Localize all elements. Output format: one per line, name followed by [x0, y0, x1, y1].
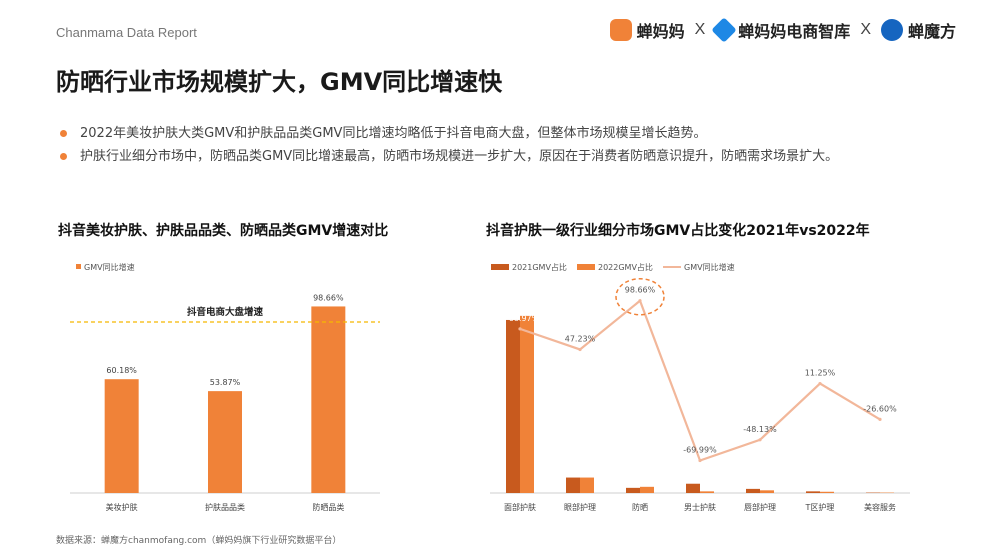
logo-separator: X	[694, 21, 706, 38]
chanmama-logo-text: 蝉妈妈	[636, 22, 685, 41]
bar-2022-防晒	[640, 486, 654, 493]
chanmama-logo-icon	[609, 19, 632, 41]
growth-value-label: -69.99%	[683, 446, 717, 455]
summary-bullets: 2022年美妆护肤大类GMV和护肤品品类GMV同比增速均略低于抖音电商大盘，但整…	[60, 122, 838, 168]
bar-2022-T区护理	[820, 491, 834, 493]
growth-point	[578, 347, 582, 352]
x-tick-label: 美容服务	[864, 502, 896, 512]
legend-label: GMV同比增速	[84, 262, 135, 272]
legend-label: GMV同比增速	[684, 262, 735, 272]
legend-swatch-2021	[491, 264, 509, 270]
growth-value-label: 98.66%	[625, 286, 656, 295]
bar-防晒品类	[311, 306, 346, 493]
growth-point	[638, 299, 642, 303]
legend-swatch	[76, 264, 81, 269]
bar-2022-男士护肤	[700, 491, 714, 493]
reference-line-label: 抖音电商大盘增速	[187, 306, 264, 318]
highlight-circle	[615, 277, 665, 316]
logo-separator: X	[860, 21, 871, 38]
zhiku-logo-icon	[711, 17, 738, 43]
growth-point	[698, 458, 702, 463]
growth-value-label: 68.97%	[509, 314, 540, 323]
bar-value-label: 60.18%	[106, 366, 137, 375]
partner-logos: 蝉妈妈 X 蝉妈妈电商智库 X 蝉魔方	[609, 17, 956, 43]
bar-2021-男士护肤	[686, 483, 700, 493]
bullet-item: 护肤行业细分市场中，防晒品类GMV同比增速最高，防晒市场规模进一步扩大，原因在于…	[60, 145, 838, 168]
bar-value-label: 53.87%	[210, 378, 241, 387]
data-source-footer: 数据来源：蝉魔方chanmofang.com（蝉妈妈旗下行业研究数据平台）	[56, 536, 342, 546]
right-chart-title: 抖音护肤一级行业细分市场GMV占比变化2021年vs2022年	[486, 223, 870, 239]
legend-label: 2022GMV占比	[598, 262, 653, 272]
bar-2022-唇部护理	[760, 490, 774, 493]
chanmama-logo: 蝉妈妈	[609, 18, 685, 42]
left-bar-chart: GMV同比增速 60.18% 美妆护肤 53.87% 护肤品品类 98.66% 防晒品类 抖音…	[70, 262, 380, 512]
bar-2022-眼部护理	[580, 477, 594, 493]
bar-美妆护肤	[104, 379, 139, 493]
growth-value-label: -26.60%	[863, 404, 897, 413]
bar-2021-眼部护理	[566, 477, 580, 493]
bar-2021-T区护理	[806, 491, 820, 493]
bar-value-label: 98.66%	[313, 293, 344, 302]
bar-2022-面部护肤	[520, 315, 534, 493]
x-tick-label: 防晒品类	[312, 502, 344, 512]
chanmofang-logo: 蝉魔方	[880, 18, 956, 42]
bar-2021-防晒	[626, 487, 640, 493]
legend-label: 2021GMV占比	[512, 262, 567, 272]
x-tick-label: T区护理	[805, 502, 835, 512]
page-title: 防晒行业市场规模扩大，GMV同比增速快	[56, 68, 503, 96]
chanmofang-logo-text: 蝉魔方	[907, 22, 956, 41]
chanmama-zhiku-logo: 蝉妈妈电商智库	[711, 17, 851, 43]
report-brand-text: Chanmama Data Report	[56, 25, 197, 40]
x-tick-label: 面部护肤	[504, 502, 536, 512]
bar-2021-唇部护理	[746, 488, 760, 493]
growth-point	[518, 327, 522, 331]
growth-point	[878, 417, 882, 422]
growth-value-label: -48.13%	[743, 425, 777, 434]
x-tick-label: 防晒	[632, 502, 648, 512]
growth-value-label: 11.25%	[805, 369, 836, 378]
chanmofang-logo-icon	[880, 19, 903, 41]
x-tick-label: 护肤品品类	[205, 502, 245, 512]
x-tick-label: 男士护肤	[684, 502, 716, 512]
growth-point	[758, 438, 762, 442]
growth-value-label: 47.23%	[565, 334, 596, 343]
bar-护肤品品类	[208, 391, 242, 493]
x-tick-label: 唇部护理	[744, 502, 776, 512]
bar-2021-面部护肤	[506, 319, 520, 493]
x-tick-label: 美妆护肤	[106, 502, 138, 512]
left-chart-title: 抖音美妆护肤、护肤品品类、防晒品类GMV增速对比	[58, 223, 389, 239]
growth-point	[818, 381, 822, 386]
zhiku-logo-text: 蝉妈妈电商智库	[738, 22, 851, 41]
x-tick-label: 眼部护理	[564, 502, 596, 512]
legend-swatch-2022	[577, 264, 595, 270]
growth-line	[519, 298, 881, 462]
bullet-item: 2022年美妆护肤大类GMV和护肤品品类GMV同比增速均略低于抖音电商大盘，但整…	[60, 122, 838, 145]
